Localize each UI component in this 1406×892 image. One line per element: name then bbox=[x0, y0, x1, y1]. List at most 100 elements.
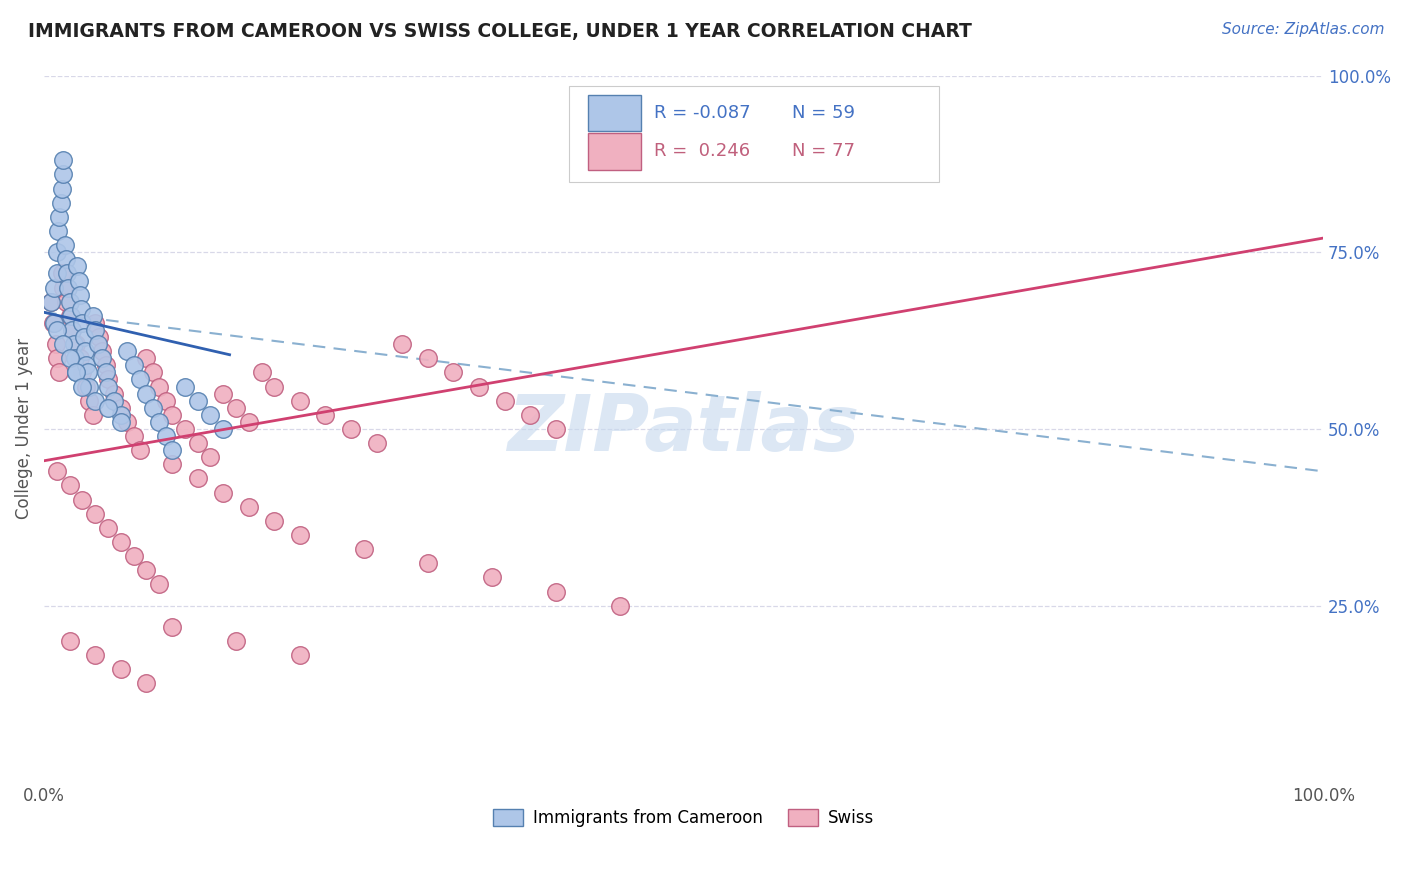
Point bbox=[160, 408, 183, 422]
Point bbox=[69, 287, 91, 301]
Point bbox=[55, 294, 77, 309]
Point bbox=[76, 365, 98, 379]
Point bbox=[66, 260, 89, 274]
Point bbox=[148, 577, 170, 591]
Point bbox=[250, 365, 273, 379]
Point bbox=[45, 245, 67, 260]
Point bbox=[494, 393, 516, 408]
Point bbox=[173, 422, 195, 436]
Point bbox=[187, 393, 209, 408]
Point bbox=[122, 359, 145, 373]
Point bbox=[84, 507, 107, 521]
Point bbox=[55, 252, 77, 267]
Point bbox=[60, 323, 83, 337]
Point bbox=[59, 634, 82, 648]
Point bbox=[53, 238, 76, 252]
Point bbox=[45, 464, 67, 478]
Legend: Immigrants from Cameroon, Swiss: Immigrants from Cameroon, Swiss bbox=[486, 803, 880, 834]
Point bbox=[155, 393, 177, 408]
Text: R =  0.246: R = 0.246 bbox=[654, 142, 751, 161]
Point bbox=[148, 379, 170, 393]
FancyBboxPatch shape bbox=[588, 133, 641, 169]
Point bbox=[44, 280, 66, 294]
Point bbox=[51, 181, 73, 195]
Point bbox=[110, 535, 132, 549]
Point bbox=[58, 280, 80, 294]
FancyBboxPatch shape bbox=[588, 95, 641, 131]
Point bbox=[59, 351, 82, 366]
Point bbox=[122, 429, 145, 443]
Point bbox=[84, 316, 107, 330]
Point bbox=[87, 330, 110, 344]
Point bbox=[103, 393, 125, 408]
Point bbox=[142, 365, 165, 379]
Point bbox=[45, 267, 67, 281]
Point bbox=[75, 379, 97, 393]
Point bbox=[225, 634, 247, 648]
Point bbox=[60, 323, 83, 337]
Point bbox=[73, 344, 96, 359]
Point bbox=[52, 337, 75, 351]
Point bbox=[135, 351, 157, 366]
Point bbox=[110, 401, 132, 415]
Point bbox=[94, 359, 117, 373]
Point bbox=[366, 436, 388, 450]
Point bbox=[122, 549, 145, 564]
Text: Source: ZipAtlas.com: Source: ZipAtlas.com bbox=[1222, 22, 1385, 37]
Point bbox=[212, 386, 235, 401]
Point bbox=[62, 337, 84, 351]
Point bbox=[416, 556, 439, 570]
Point bbox=[46, 224, 69, 238]
Text: N = 77: N = 77 bbox=[793, 142, 855, 161]
Point bbox=[94, 365, 117, 379]
Point bbox=[288, 393, 311, 408]
Point bbox=[544, 422, 567, 436]
Point bbox=[45, 337, 67, 351]
Point bbox=[135, 386, 157, 401]
Point bbox=[97, 401, 120, 415]
Point bbox=[200, 450, 222, 465]
Point bbox=[77, 379, 100, 393]
Point bbox=[353, 542, 375, 557]
Point bbox=[187, 436, 209, 450]
Point bbox=[173, 379, 195, 393]
Point bbox=[84, 648, 107, 662]
Point bbox=[481, 570, 503, 584]
Point bbox=[117, 344, 139, 359]
Point bbox=[49, 195, 72, 210]
Point bbox=[90, 351, 112, 366]
Point bbox=[65, 365, 87, 379]
Point bbox=[63, 351, 86, 366]
Point bbox=[200, 408, 222, 422]
Point bbox=[110, 662, 132, 676]
Point bbox=[160, 457, 183, 471]
Point bbox=[155, 429, 177, 443]
Text: IMMIGRANTS FROM CAMEROON VS SWISS COLLEGE, UNDER 1 YEAR CORRELATION CHART: IMMIGRANTS FROM CAMEROON VS SWISS COLLEG… bbox=[28, 22, 972, 41]
Point bbox=[75, 359, 97, 373]
Point bbox=[135, 676, 157, 690]
Point bbox=[340, 422, 363, 436]
Text: R = -0.087: R = -0.087 bbox=[654, 104, 751, 122]
Point bbox=[72, 316, 94, 330]
Point bbox=[59, 294, 82, 309]
Point bbox=[117, 415, 139, 429]
Point bbox=[82, 408, 104, 422]
Point bbox=[59, 309, 82, 323]
FancyBboxPatch shape bbox=[568, 87, 939, 182]
Point bbox=[288, 648, 311, 662]
Point bbox=[263, 514, 285, 528]
Point bbox=[67, 273, 90, 287]
Point bbox=[129, 443, 152, 458]
Point bbox=[44, 316, 66, 330]
Point bbox=[97, 379, 120, 393]
Point bbox=[103, 386, 125, 401]
Point bbox=[39, 294, 62, 309]
Point bbox=[48, 365, 70, 379]
Point bbox=[45, 351, 67, 366]
Point bbox=[160, 620, 183, 634]
Point bbox=[82, 309, 104, 323]
Point bbox=[110, 415, 132, 429]
Point bbox=[288, 528, 311, 542]
Text: ZIPatlas: ZIPatlas bbox=[508, 391, 859, 467]
Point bbox=[69, 351, 91, 366]
